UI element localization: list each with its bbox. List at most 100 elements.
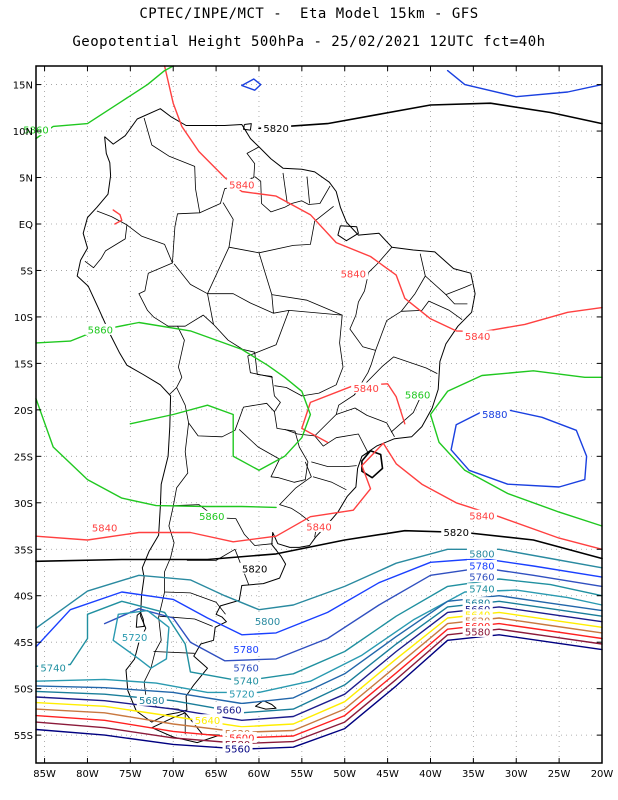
coastline-path (76, 108, 476, 723)
lon-tick-label: 45W (376, 769, 399, 780)
lat-tick-label: 10S (14, 313, 33, 324)
contour-label-bg (304, 520, 334, 532)
border-path (353, 356, 438, 396)
lon-tick-label: 25W (548, 769, 571, 780)
contour-label: 5820 (263, 124, 288, 135)
lon-tick-label: 50W (333, 769, 356, 780)
contour-label-bg (222, 743, 253, 755)
lat-tick-label: 50S (14, 685, 33, 696)
contour-label-bg (466, 559, 497, 571)
contour-label-bg (462, 609, 493, 621)
contour-label-bg (479, 408, 510, 420)
contour-label-bg (462, 620, 493, 632)
border-path (207, 293, 344, 397)
contour-label-bg (231, 643, 262, 655)
contour-label-bg (466, 547, 497, 559)
lat-tick-label: 10N (13, 127, 33, 138)
border-path (271, 294, 343, 316)
border-path (282, 172, 288, 204)
contour-label-bg (119, 631, 150, 643)
contour-label-bg (466, 571, 497, 583)
contour-5720 (112, 609, 170, 669)
border-path (164, 591, 226, 615)
contour-label: 5560 (225, 745, 250, 756)
contour-5880 (446, 69, 603, 98)
lon-tick-label: 80W (76, 769, 99, 780)
border-path (258, 205, 334, 254)
lat-tick-label: 30S (14, 499, 33, 510)
contour-label: 5640 (195, 716, 220, 727)
contour-5700 (35, 595, 603, 705)
border-path (336, 407, 395, 437)
contour-label-bg (226, 731, 257, 743)
contour-label: 5800 (469, 549, 494, 560)
axis-ticks: 15N 10N 5N EQ 5S 10S 15S 20S 25S 30S 35S 40S 45S 50S 5… (13, 66, 613, 780)
lat-tick-label: 25S (14, 452, 33, 463)
contour-label: 5720 (122, 633, 147, 644)
contour-label-bg (136, 694, 167, 706)
border-path (222, 202, 234, 248)
contour-label-bg (466, 509, 497, 521)
border-path (173, 504, 273, 546)
contour-5800 (35, 548, 603, 629)
contour-5860 (429, 370, 603, 527)
contour-5580 (35, 628, 603, 745)
contour-label-bg (261, 122, 292, 134)
contour-label: 5680 (139, 696, 164, 707)
contour-5860 (35, 65, 174, 140)
contour-5660 (35, 606, 603, 721)
contour-label-bg (351, 382, 382, 394)
coastline-path (135, 612, 145, 628)
contour-5860 (35, 321, 312, 471)
contour-label-bg (462, 597, 493, 609)
contour-label: 5840 (229, 180, 254, 191)
contour-label: 5840 (469, 511, 494, 522)
lat-tick-label: 5N (19, 174, 33, 185)
contour-5720 (35, 589, 603, 694)
contour-label: 5860 (405, 390, 430, 401)
contour-5840 (112, 209, 123, 225)
lon-tick-label: 30W (505, 769, 528, 780)
contour-5820 (361, 449, 384, 479)
contour-label: 5840 (92, 523, 117, 534)
border-path (143, 117, 201, 264)
coastline-path (337, 225, 359, 242)
coastline-path (243, 123, 252, 131)
map-title-line2: Geopotential Height 500hPa - 25/02/2021 … (72, 34, 546, 50)
lon-tick-label: 75W (119, 769, 142, 780)
border-path (425, 275, 472, 295)
border-path (153, 651, 195, 654)
lat-tick-label: 40S (14, 592, 33, 603)
contour-label: 5840 (353, 384, 378, 395)
contour-label-bg (252, 615, 283, 627)
contour-label: 5860 (199, 512, 224, 523)
map-frame-bg (36, 66, 602, 763)
border-path (173, 263, 214, 325)
contour-5840 (35, 442, 603, 550)
border-path (312, 476, 347, 491)
contour-label-bg (466, 583, 497, 595)
border-path (84, 210, 128, 269)
contour-label-bg (462, 614, 493, 626)
contour-label: 5820 (443, 528, 468, 539)
border-path (314, 433, 369, 457)
contour-label: 5800 (255, 617, 280, 628)
contour-5600 (35, 622, 603, 739)
contour-label-bg (192, 714, 223, 726)
map-frame (35, 65, 603, 764)
contour-5880 (450, 409, 588, 488)
contour-label: 5740 (469, 585, 494, 596)
lat-tick-label: 20S (14, 406, 33, 417)
contour-label: 5580 (465, 627, 490, 638)
border-path (143, 422, 189, 735)
contour-5740 (35, 578, 603, 682)
border-path (375, 300, 463, 351)
map-title-line1: CPTEC/INPE/MCT - Eta Model 15km - GFS (139, 6, 479, 22)
contour-label: 5840 (306, 522, 331, 533)
contour-label-bg (226, 688, 257, 700)
contour-label: 5720 (229, 690, 254, 701)
contour-5820 (258, 102, 603, 130)
contour-label: 5880 (482, 410, 507, 421)
contour-label: 5840 (465, 332, 490, 343)
